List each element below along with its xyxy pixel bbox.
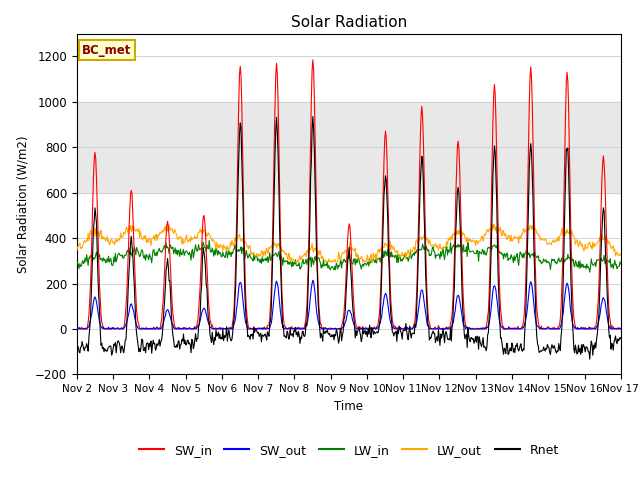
- Bar: [77, 102, 621, 192]
- X-axis label: Time: Time: [334, 400, 364, 413]
- Legend: SW_in, SW_out, LW_in, LW_out, Rnet: SW_in, SW_out, LW_in, LW_out, Rnet: [134, 439, 564, 462]
- Y-axis label: Solar Radiation (W/m2): Solar Radiation (W/m2): [17, 135, 29, 273]
- Text: BC_met: BC_met: [82, 44, 132, 57]
- Title: Solar Radiation: Solar Radiation: [291, 15, 407, 30]
